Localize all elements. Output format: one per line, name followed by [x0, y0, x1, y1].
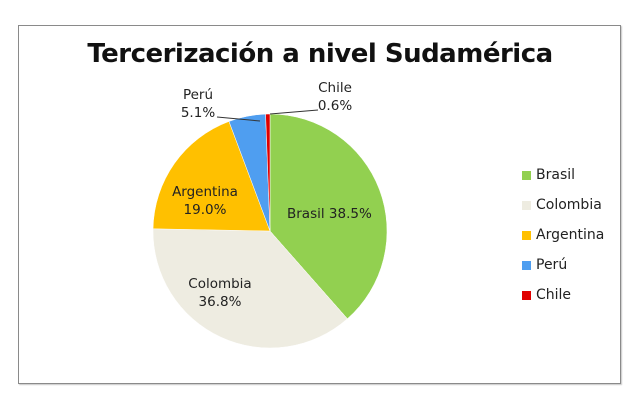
colombia-label-value: 36.8% [198, 294, 242, 310]
peru-label-name: Perú [182, 87, 214, 103]
chile-label-value: 0.6% [317, 98, 353, 114]
chart-title: Tercerización a nivel Sudamérica [87, 39, 553, 69]
pie-slice-chile [265, 113, 271, 232]
chile-data-label: Chile 0.6% [314, 79, 356, 115]
brasil-data-label: Brasil 38.5% [287, 206, 372, 222]
legend-label: Colombia [536, 197, 602, 213]
legend-swatch-icon [522, 170, 531, 180]
colombia-data-label: Colombia 36.8% [180, 275, 260, 311]
chart-legend: Brasil Colombia Argentina Perú Chile [522, 160, 604, 310]
legend-swatch-icon [522, 200, 531, 210]
legend-label: Argentina [536, 227, 605, 243]
legend-swatch-icon [522, 230, 531, 240]
colombia-label-name: Colombia [188, 276, 252, 292]
legend-item-peru: Perú [522, 250, 604, 280]
argentina-data-label: Argentina 19.0% [165, 183, 245, 219]
peru-leader-line [216, 116, 261, 122]
pie-slice-argentina [152, 121, 271, 232]
legend-label: Brasil [536, 167, 576, 183]
chile-label-name: Chile [318, 80, 352, 96]
legend-item-argentina: Argentina [522, 220, 604, 250]
legend-item-colombia: Colombia [522, 190, 604, 220]
pie-slices [152, 113, 388, 349]
chile-leader-line [269, 109, 319, 115]
legend-label: Chile [536, 287, 572, 303]
argentina-label-name: Argentina [172, 184, 238, 200]
pie-slice-colombia [152, 228, 348, 349]
peru-label-value: 5.1% [180, 105, 216, 121]
legend-label: Perú [536, 257, 568, 273]
legend-swatch-icon [522, 290, 531, 300]
pie-slice-brasil [269, 113, 388, 320]
legend-swatch-icon [522, 260, 531, 270]
peru-data-label: Perú 5.1% [178, 86, 218, 122]
argentina-label-value: 19.0% [183, 202, 227, 218]
legend-item-brasil: Brasil [522, 160, 604, 190]
legend-item-chile: Chile [522, 280, 604, 310]
